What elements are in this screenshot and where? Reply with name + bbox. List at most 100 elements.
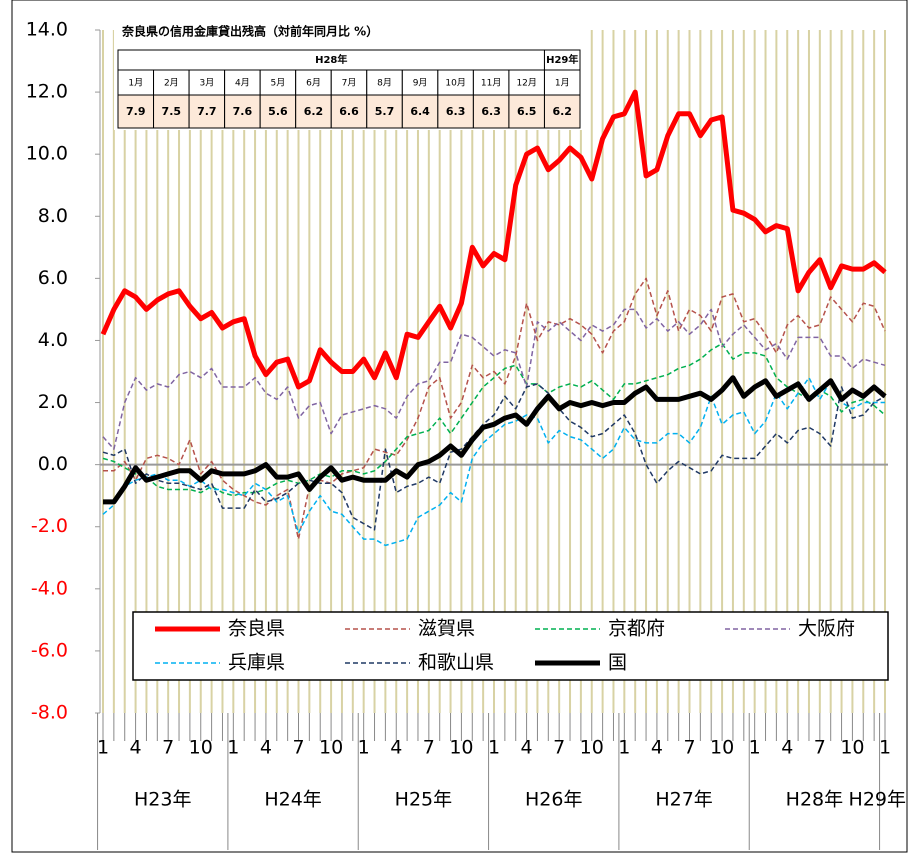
inset-month-label: 10月 [445, 78, 465, 89]
inset-value: 5.7 [375, 105, 395, 118]
legend-label: 京都府 [608, 618, 665, 640]
year-label: H25年 [395, 789, 452, 811]
x-tick-label: 1 [749, 737, 761, 759]
chart-frame [11, 0, 908, 853]
y-tick-label: -8.0 [31, 702, 68, 724]
x-tick-label: 4 [521, 737, 533, 759]
series-line [100, 89, 887, 390]
inset-month-label: 12月 [516, 78, 536, 89]
inset-month-cell [508, 69, 545, 96]
inset-month-cell [117, 69, 155, 96]
x-tick-label: 7 [292, 737, 304, 759]
year-label: H26年 [525, 789, 582, 811]
inset-group-label: H28年 [315, 53, 347, 66]
inset-value: 7.6 [233, 105, 253, 118]
inset-value: 6.6 [339, 105, 359, 118]
inset-value: 6.2 [552, 105, 572, 118]
x-tick-label: 1 [358, 737, 370, 759]
series-line [102, 383, 886, 531]
inset-value-cell [401, 94, 439, 129]
inset-month-label: 6月 [306, 78, 321, 89]
inset-month-label: 5月 [271, 78, 286, 89]
x-tick-label: 7 [814, 737, 826, 759]
year-label: H24年 [264, 789, 321, 811]
inset-month-label: 9月 [413, 78, 428, 89]
legend-label: 大阪府 [798, 618, 855, 640]
inset-month-label: 4月 [235, 78, 250, 89]
x-tick-label: 1 [488, 737, 500, 759]
inset-month-cell [366, 69, 403, 96]
year-label: H28年 [786, 789, 843, 811]
y-tick-label: -2.0 [31, 515, 68, 537]
y-tick-label: -6.0 [31, 639, 68, 661]
inset-value: 7.7 [197, 105, 217, 118]
legend-label: 滋賀県 [418, 618, 475, 640]
y-tick-label: 4.0 [38, 329, 68, 351]
legend-label: 和歌山県 [418, 652, 494, 674]
year-label: H27年 [655, 789, 712, 811]
legend-label: 国 [608, 652, 627, 674]
inset-table: 奈良県の信用金庫貸出残高（対前年同月比 %） H28年 H29年 1月 7.9 2月 7.5… [114, 18, 584, 130]
inset-value: 6.3 [446, 105, 466, 118]
series-line [103, 375, 887, 505]
inset-value-cell [366, 94, 403, 129]
x-tick-label: 4 [781, 737, 793, 759]
x-tick-label: 4 [130, 737, 142, 759]
inset-value-cell [330, 94, 368, 129]
y-tick-label: 10.0 [26, 143, 68, 165]
x-tick-label: 10 [840, 737, 864, 759]
x-tick-label: 1 [618, 737, 630, 759]
y-tick-label: 14.0 [26, 19, 68, 41]
x-tick-label: 7 [423, 737, 435, 759]
y-tick-label: 0.0 [38, 453, 68, 475]
inset-group-label: H29年 [546, 53, 578, 66]
series-line [102, 376, 885, 547]
inset-month-label: 7月 [342, 78, 357, 89]
inset-value: 7.5 [162, 105, 182, 118]
series-line [102, 342, 886, 497]
year-label: H29年 [849, 789, 906, 811]
x-tick-label: 1 [227, 737, 239, 759]
x-tick-label: 10 [189, 737, 213, 759]
inset-month-label: 8月 [377, 78, 392, 89]
x-tick-label: 7 [553, 737, 565, 759]
y-tick-label: 8.0 [38, 205, 68, 227]
legend-box [132, 611, 889, 681]
inset-month-cell [153, 69, 190, 96]
inset-month-cell [259, 69, 297, 96]
inset-value: 6.4 [410, 105, 430, 118]
x-tick-label: 10 [710, 737, 734, 759]
inset-value: 7.9 [126, 105, 146, 118]
x-tick-label: 1 [879, 737, 891, 759]
inset-title: 奈良県の信用金庫貸出残高（対前年同月比 %） [121, 24, 378, 39]
legend-label: 奈良県 [228, 618, 285, 640]
inset-value: 5.6 [268, 105, 288, 118]
year-label: H23年 [134, 789, 191, 811]
inset-value-cell [508, 94, 545, 129]
inset-value: 6.2 [304, 105, 324, 118]
x-tick-label: 4 [390, 737, 402, 759]
legend-label: 兵庫県 [228, 652, 285, 674]
y-tick-label: 6.0 [38, 267, 68, 289]
x-tick-label: 10 [580, 737, 604, 759]
inset-month-cell [330, 69, 368, 96]
x-tick-label: 4 [260, 737, 272, 759]
inset-value-cell [188, 94, 226, 129]
inset-month-label: 2月 [164, 78, 179, 89]
inset-value-cell [543, 94, 581, 129]
x-tick-label: 4 [651, 737, 663, 759]
series-line [103, 277, 886, 540]
inset-month-cell [224, 69, 261, 96]
y-tick-label: -4.0 [31, 577, 68, 599]
x-tick-label: 10 [449, 737, 473, 759]
inset-month-label: 1月 [555, 78, 570, 89]
inset-value-cell [259, 94, 297, 129]
inset-value: 6.3 [481, 105, 501, 118]
y-tick-label: 2.0 [38, 391, 68, 413]
inset-month-cell [472, 69, 510, 96]
inset-month-label: 11月 [481, 78, 501, 89]
inset-month-cell [543, 69, 581, 96]
inset-month-label: 3月 [199, 78, 214, 89]
